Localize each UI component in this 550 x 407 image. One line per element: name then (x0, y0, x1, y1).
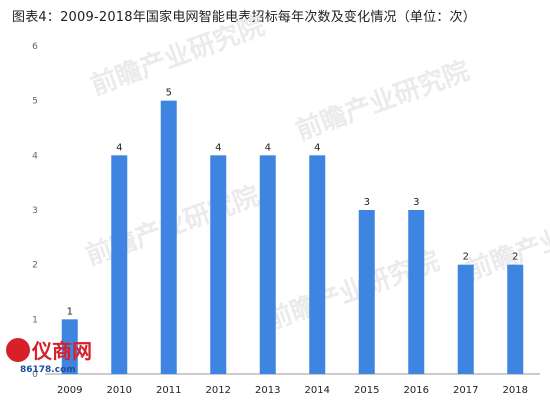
x-tick-label-2018: 2018 (503, 385, 528, 396)
data-labels: 1 4 5 4 4 4 3 3 2 2 (67, 88, 519, 318)
x-tick-label-2011: 2011 (156, 385, 181, 396)
bar-2015 (358, 210, 375, 374)
logo-emblem (6, 338, 30, 362)
bar-2014 (309, 155, 326, 374)
x-tick-label-2009: 2009 (57, 385, 82, 396)
x-tick-label-2017: 2017 (453, 385, 478, 396)
tick-labels: 0 1 2 3 4 5 6 2009 2010 2011 2012 2013 2014 2015 2016 2… (32, 42, 528, 396)
data-label-2017: 2 (463, 252, 469, 263)
data-label-2015: 3 (364, 197, 370, 208)
data-label-2016: 3 (413, 197, 419, 208)
site-logo: 仪商网 86178.com (6, 338, 92, 375)
logo-url: 86178.com (20, 365, 76, 375)
y-tick-label: 0 (32, 370, 38, 380)
bars (61, 100, 524, 375)
watermark-text: 前瞻产业研究院 (87, 10, 269, 101)
y-tick-label: 6 (32, 42, 38, 52)
y-tick-label: 3 (32, 206, 38, 216)
data-label-2013: 4 (265, 142, 271, 153)
data-label-2010: 4 (116, 142, 122, 153)
watermark-text: 前瞻产业研究院 (292, 55, 474, 146)
data-label-2014: 4 (314, 142, 320, 153)
chart-title: 图表4：2009-2018年国家电网智能电表招标每年次数及变化情况（单位：次） (12, 10, 476, 25)
x-tick-label-2013: 2013 (255, 385, 280, 396)
y-tick-label: 4 (32, 151, 38, 161)
data-label-2018: 2 (512, 252, 518, 263)
bar-2012 (210, 155, 227, 374)
logo-name: 仪商网 (31, 339, 92, 363)
bar-2017 (457, 264, 474, 374)
x-tick-label-2010: 2010 (107, 385, 132, 396)
x-tick-label-2014: 2014 (305, 385, 330, 396)
bar-2009 (61, 319, 78, 374)
bar-2016 (408, 210, 425, 374)
x-tick-label-2015: 2015 (354, 385, 379, 396)
y-tick-label: 2 (32, 261, 38, 271)
watermark-text: 前瞻产业研究院 (462, 195, 550, 286)
y-tick-label: 1 (32, 315, 38, 325)
data-label-2012: 4 (215, 142, 221, 153)
bar-2010 (111, 155, 128, 374)
x-tick-label-2012: 2012 (206, 385, 231, 396)
data-label-2009: 1 (67, 306, 73, 317)
data-label-2011: 5 (166, 88, 172, 99)
bar-2018 (507, 264, 524, 374)
bar-2013 (259, 155, 276, 374)
x-tick-label-2016: 2016 (404, 385, 429, 396)
y-tick-label: 5 (32, 97, 38, 107)
bar-2011 (160, 100, 177, 375)
